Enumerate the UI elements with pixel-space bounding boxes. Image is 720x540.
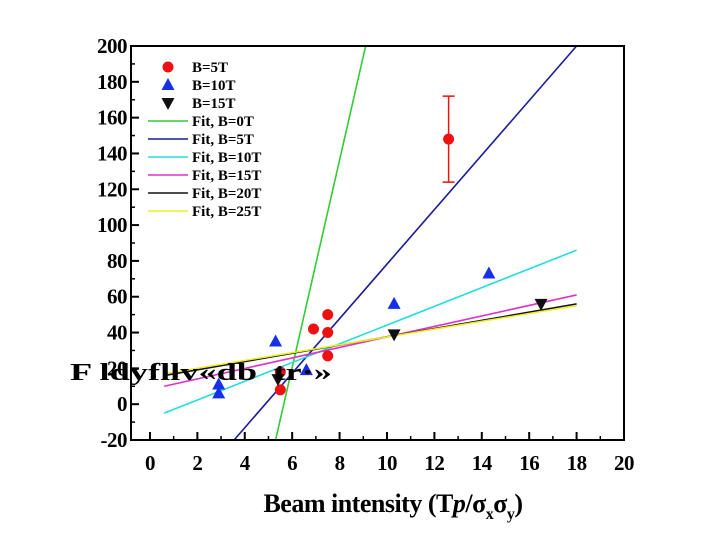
point-b-10t — [482, 266, 496, 279]
y-tick-label: 0 — [117, 392, 127, 416]
legend-label: Fit, B=5T — [192, 132, 254, 148]
x-tick-label: 4 — [240, 451, 251, 475]
point-b-5t — [443, 133, 455, 145]
fit-line-fit-b-15t — [164, 294, 577, 388]
fit-line-fit-b-10t — [163, 249, 577, 414]
x-tick-label: 16 — [519, 451, 539, 475]
legend-label: Fit, B=10T — [192, 150, 261, 166]
legend-item-fit-b-15t: Fit, B=15T — [148, 168, 261, 184]
legend-label: Fit, B=0T — [192, 114, 254, 130]
y-tick-label: 60 — [107, 285, 127, 309]
x-tick-label: 18 — [567, 451, 587, 475]
point-b-10t — [387, 296, 401, 309]
x-tick-label: 2 — [192, 451, 202, 475]
legend-label: B=15T — [192, 96, 236, 112]
x-tick-label: 14 — [472, 451, 493, 475]
y-tick-label: 80 — [107, 249, 127, 273]
point-b-5t — [274, 384, 286, 396]
legend-label: Fit, B=15T — [192, 168, 261, 184]
axis-ticks: 0 2 4 6 8 10 12 14 16 18 20 -20 0 20 40 60 80 100 120 140 16… — [97, 34, 635, 475]
point-b-15t — [534, 298, 548, 311]
legend: B=5T B=10T B=15T Fit, B=0T Fit, B=5T Fit, B=1… — [148, 60, 261, 220]
x-tick-label: 8 — [335, 451, 345, 475]
legend-item-fit-b-25t: Fit, B=25T — [148, 204, 261, 220]
legend-marker — [162, 61, 174, 73]
y-tick-label: 140 — [97, 141, 127, 165]
point-b-15t — [387, 329, 401, 342]
x-tick-label: 20 — [614, 451, 634, 475]
point-b-10t — [212, 377, 226, 390]
y-tick-label: 20 — [107, 356, 127, 380]
point-b-5t — [322, 327, 334, 339]
y-tick-label: 100 — [97, 213, 127, 237]
x-tick-label: 6 — [287, 451, 297, 475]
legend-item-fit-b-0t: Fit, B=0T — [148, 114, 254, 130]
y-tick-label: -20 — [101, 428, 128, 452]
legend-item-fit-b-5t: Fit, B=5T — [148, 132, 254, 148]
fit-line-fit-b-5t — [233, 45, 578, 441]
y-axis-title: F ldyfllv«db tr·» — [70, 360, 332, 386]
point-b-5t — [322, 309, 334, 321]
fit-lines — [163, 45, 578, 441]
data-points — [212, 95, 548, 399]
legend-label: Fit, B=20T — [192, 186, 261, 202]
y-tick-label: 160 — [97, 106, 127, 130]
y-tick-label: 120 — [97, 177, 127, 201]
point-b-10t — [269, 334, 283, 347]
y-tick-label: 40 — [107, 321, 127, 345]
legend-label: Fit, B=25T — [192, 204, 261, 220]
legend-item-b-5t: B=5T — [162, 60, 228, 76]
x-tick-label: 10 — [377, 451, 397, 475]
fit-line-fit-b-25t — [164, 304, 577, 375]
x-tick-label: 12 — [424, 451, 444, 475]
y-tick-label: 200 — [97, 34, 127, 58]
point-b-10t — [299, 363, 313, 376]
point-b-5t — [322, 350, 334, 362]
y-tick-label: 180 — [97, 70, 127, 94]
x-axis-title: Beam intensity (Tp/σxσy) — [263, 489, 522, 523]
point-b-15t — [271, 374, 285, 387]
legend-item-fit-b-20t: Fit, B=20T — [148, 186, 261, 202]
x-tick-label: 0 — [145, 451, 155, 475]
legend-item-fit-b-10t: Fit, B=10T — [148, 150, 261, 166]
legend-marker — [161, 98, 175, 110]
legend-item-b-10t: B=10T — [161, 78, 236, 94]
point-b-10t — [212, 386, 226, 399]
legend-label: B=5T — [192, 60, 228, 76]
legend-label: B=10T — [192, 78, 236, 94]
legend-item-b-15t: B=15T — [161, 96, 236, 112]
point-b-5t — [308, 323, 320, 335]
legend-marker — [161, 78, 175, 90]
